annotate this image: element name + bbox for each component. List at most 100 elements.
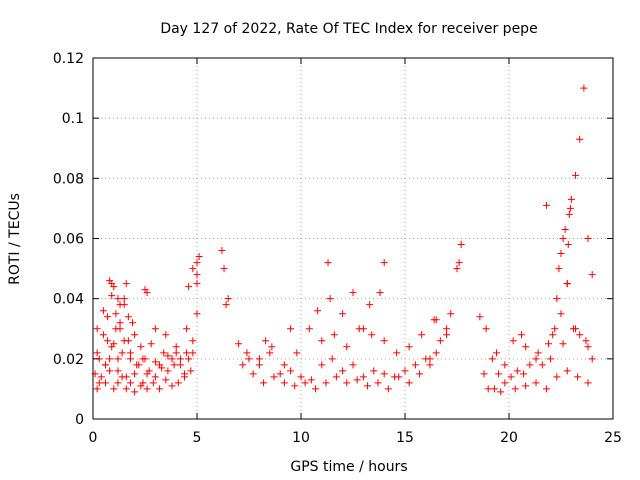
data-point — [147, 340, 155, 348]
data-point — [118, 373, 126, 381]
data-point — [189, 337, 197, 345]
data-point — [482, 325, 490, 333]
data-point — [432, 316, 440, 324]
data-point — [307, 376, 315, 384]
data-point — [97, 373, 105, 381]
data-point — [488, 355, 496, 363]
data-point — [557, 310, 565, 318]
data-point — [124, 313, 132, 321]
data-point — [393, 349, 401, 357]
data-point — [370, 367, 378, 375]
data-point — [189, 349, 197, 357]
data-point — [497, 388, 505, 396]
data-point — [176, 361, 184, 369]
data-point — [270, 373, 278, 381]
data-point — [574, 373, 582, 381]
data-point — [551, 325, 559, 333]
data-point — [520, 370, 528, 378]
data-point — [176, 355, 184, 363]
data-point — [326, 295, 334, 303]
x-tick-label: 5 — [193, 430, 202, 446]
data-point — [517, 331, 525, 339]
y-tick-label: 0.02 — [53, 352, 84, 368]
x-tick-label: 15 — [396, 430, 414, 446]
data-point — [553, 373, 561, 381]
data-point — [507, 373, 515, 381]
data-point — [297, 373, 305, 381]
data-point — [260, 379, 268, 387]
data-point — [453, 265, 461, 273]
data-point — [484, 385, 492, 393]
data-point — [145, 367, 153, 375]
data-point — [168, 382, 176, 390]
data-point — [511, 385, 519, 393]
data-point — [243, 349, 251, 357]
data-point — [349, 361, 357, 369]
data-point — [224, 295, 232, 303]
data-point — [564, 241, 572, 249]
data-point — [106, 277, 114, 285]
data-point — [384, 385, 392, 393]
x-tick-label: 10 — [292, 430, 310, 446]
data-point — [93, 385, 101, 393]
data-point — [380, 259, 388, 267]
data-point — [555, 265, 563, 273]
data-point — [395, 373, 403, 381]
data-point — [183, 349, 191, 357]
data-point — [553, 295, 561, 303]
data-point — [405, 343, 413, 351]
data-point — [99, 331, 107, 339]
data-point — [559, 235, 567, 242]
data-point — [513, 367, 521, 375]
data-point — [114, 355, 122, 363]
data-point — [174, 379, 182, 387]
data-point — [405, 379, 413, 387]
data-point — [131, 388, 139, 396]
data-point — [426, 361, 434, 369]
data-point — [549, 331, 557, 339]
y-tick-label: 0.1 — [62, 111, 84, 127]
data-point — [572, 171, 580, 179]
data-point — [416, 370, 424, 378]
data-point — [162, 376, 170, 384]
data-point — [567, 195, 575, 203]
y-tick-label: 0.04 — [53, 292, 84, 308]
data-point — [110, 385, 118, 393]
data-point — [104, 337, 112, 345]
data-point — [114, 379, 122, 387]
data-point — [118, 349, 126, 357]
data-point — [582, 337, 590, 345]
data-point — [432, 349, 440, 357]
data-point — [195, 253, 203, 261]
grid — [93, 58, 613, 419]
data-point — [312, 385, 320, 393]
data-point — [235, 340, 243, 348]
data-point — [266, 349, 274, 357]
data-point — [542, 201, 550, 209]
data-point — [116, 301, 124, 309]
data-point — [418, 331, 426, 339]
data-point — [349, 289, 357, 297]
data-point — [268, 343, 276, 351]
data-point — [160, 349, 168, 357]
data-point — [189, 265, 197, 273]
data-point — [542, 385, 550, 393]
data-point — [328, 355, 336, 363]
data-point — [534, 349, 542, 357]
data-point — [139, 355, 147, 363]
data-point — [168, 355, 176, 363]
data-point — [193, 280, 201, 288]
data-point — [339, 367, 347, 375]
data-point — [95, 379, 103, 387]
data-point — [141, 286, 149, 294]
data-point — [584, 235, 592, 242]
data-point — [436, 337, 444, 345]
data-point — [137, 343, 145, 351]
data-point — [343, 379, 351, 387]
data-point — [114, 295, 122, 303]
data-point — [143, 385, 151, 393]
chart-title: Day 127 of 2022, Rate Of TEC Index for r… — [160, 21, 537, 37]
data-point — [193, 271, 201, 279]
x-tick-label: 25 — [604, 430, 622, 446]
